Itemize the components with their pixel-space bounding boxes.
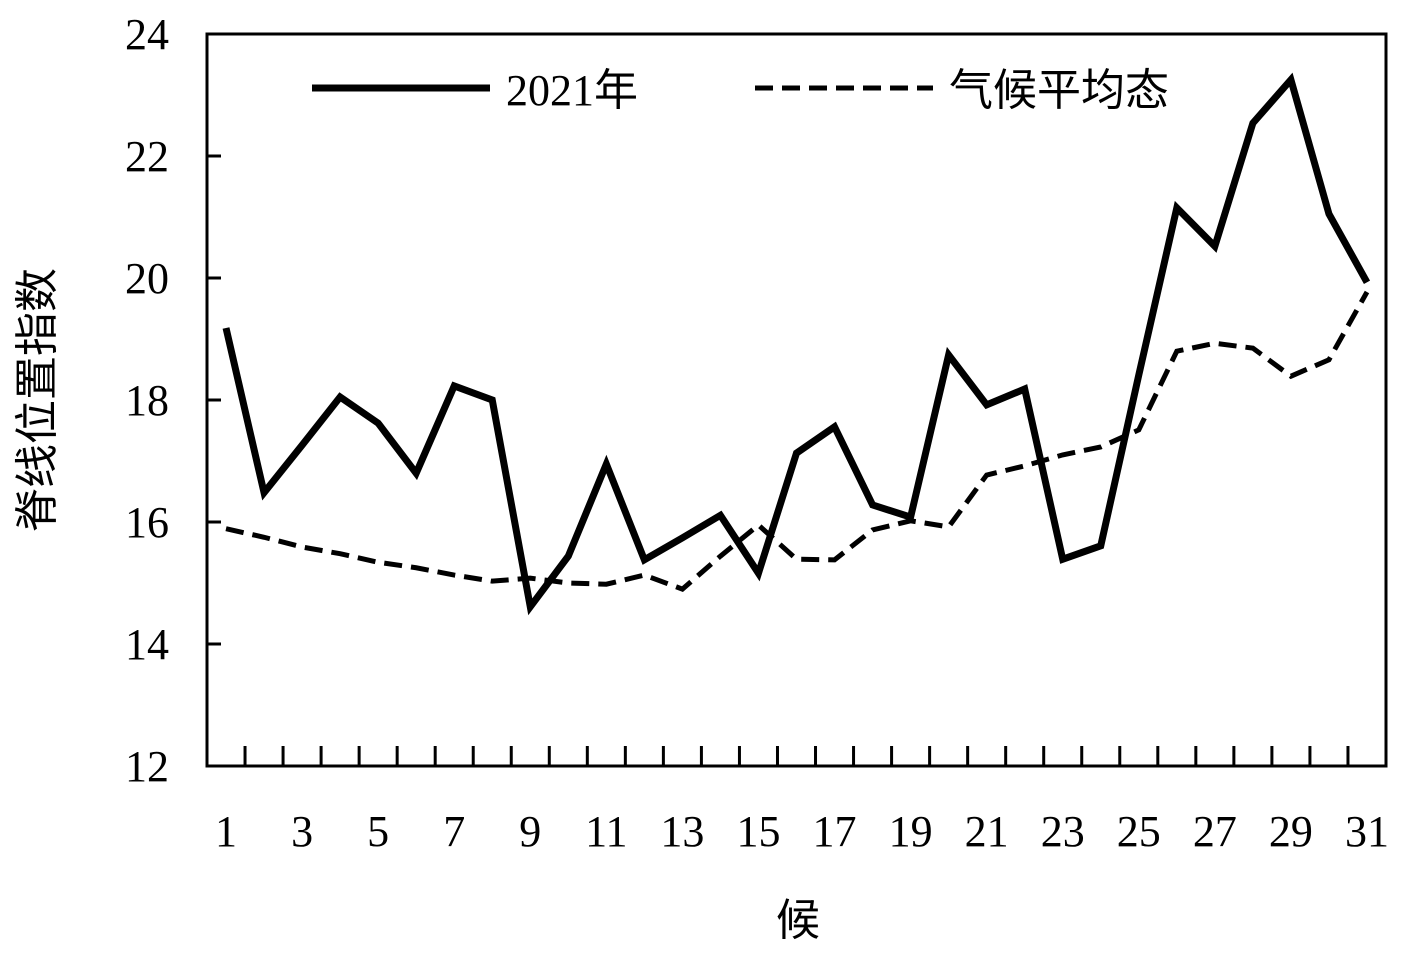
y-tick-label: 12 bbox=[125, 742, 169, 791]
legend-label: 气候平均态 bbox=[949, 66, 1169, 115]
plot-frame bbox=[205, 32, 1388, 768]
x-tick-label: 13 bbox=[660, 807, 704, 856]
x-tick-label: 1 bbox=[215, 807, 237, 856]
x-tick-label: 31 bbox=[1345, 807, 1389, 856]
x-tick-label: 19 bbox=[889, 807, 933, 856]
x-tick-label: 17 bbox=[813, 807, 857, 856]
x-tick-label: 5 bbox=[367, 807, 389, 856]
y-tick-label: 16 bbox=[125, 498, 169, 547]
x-tick-label: 15 bbox=[736, 807, 780, 856]
data-line bbox=[222, 72, 1371, 616]
x-tick-label: 9 bbox=[519, 807, 541, 856]
x-tick-label: 23 bbox=[1041, 807, 1085, 856]
x-tick-label: 29 bbox=[1269, 807, 1313, 856]
y-axis-label: 脊线位置指数 bbox=[13, 268, 62, 532]
x-tick-label: 27 bbox=[1193, 807, 1237, 856]
y-tick-label: 24 bbox=[125, 10, 169, 59]
legend-label: 2021年 bbox=[506, 66, 638, 115]
x-tick-label: 11 bbox=[585, 807, 627, 856]
data-line bbox=[225, 290, 1370, 592]
y-tick-label: 14 bbox=[125, 620, 169, 669]
x-tick-label: 25 bbox=[1117, 807, 1161, 856]
x-tick-label: 7 bbox=[443, 807, 465, 856]
x-tick-label: 3 bbox=[291, 807, 313, 856]
x-axis-label: 候 bbox=[776, 896, 820, 945]
y-tick-label: 20 bbox=[125, 254, 169, 303]
x-tick-label: 21 bbox=[965, 807, 1009, 856]
y-tick-label: 22 bbox=[125, 132, 169, 181]
y-tick-label: 18 bbox=[125, 376, 169, 425]
